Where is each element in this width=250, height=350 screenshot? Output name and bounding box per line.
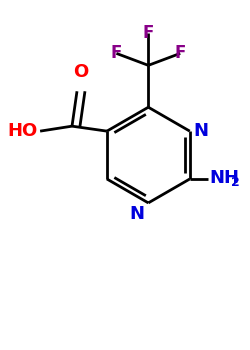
- Text: HO: HO: [8, 122, 38, 140]
- Text: F: F: [174, 44, 186, 62]
- Text: NH: NH: [210, 169, 240, 187]
- Text: N: N: [194, 122, 209, 140]
- Text: 2: 2: [231, 176, 239, 189]
- Text: F: F: [111, 44, 122, 62]
- Text: N: N: [129, 205, 144, 223]
- Text: F: F: [143, 25, 154, 42]
- Text: O: O: [73, 63, 88, 81]
